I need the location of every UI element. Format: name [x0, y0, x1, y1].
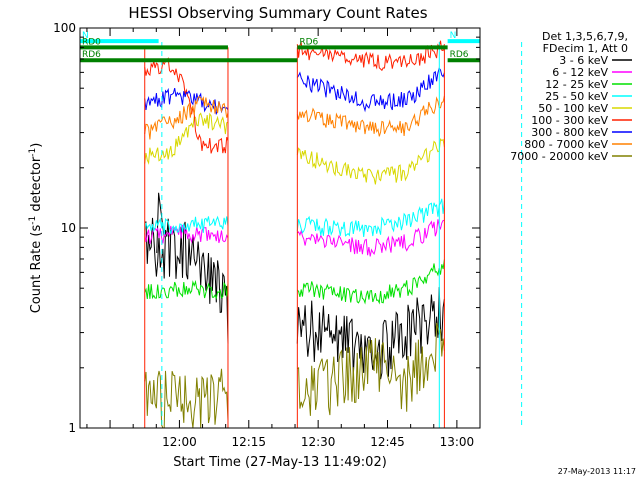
series-7000-20000-kev	[144, 322, 445, 429]
legend-entry: 3 - 6 keV	[559, 54, 632, 67]
chart-title: HESSI Observing Summary Count Rates	[128, 4, 427, 22]
series-trace	[144, 112, 445, 185]
series-25-50-kev	[144, 198, 445, 237]
legend-entry: 6 - 12 keV	[552, 66, 632, 79]
legend-entry: 100 - 300 keV	[531, 114, 632, 127]
legend-label: 6 - 12 keV	[552, 66, 608, 79]
legend-label: 3 - 6 keV	[559, 54, 608, 67]
series-12-25-kev	[144, 259, 445, 305]
annotation-label: N	[82, 31, 89, 41]
legend-title-line-1: Det 1,3,5,6,7,9,	[542, 30, 628, 43]
x-tick-label: 12:30	[301, 435, 336, 449]
legend-entry: 300 - 800 keV	[531, 126, 632, 139]
annotation-rd6: RD6	[80, 50, 298, 63]
legend-entry: 25 - 50 keV	[545, 90, 632, 103]
series-trace	[144, 95, 445, 140]
x-axis: 12:00 12:15 12:30 12:45 13:00	[86, 28, 481, 449]
series-6-12-kev	[144, 219, 445, 257]
legend-label: 800 - 7000 keV	[524, 138, 608, 151]
legend-label: 25 - 50 keV	[545, 90, 608, 103]
legend-entry: 50 - 100 keV	[538, 102, 632, 115]
footer-timestamp: 27-May-2013 11:17	[558, 467, 636, 476]
x-axis-label: Start Time (27-May-13 11:49:02)	[173, 455, 387, 470]
legend-entry: 7000 - 20000 keV	[510, 150, 632, 163]
x-tick-label: 12:15	[231, 435, 266, 449]
y-axis: 1 10 100	[53, 21, 480, 435]
annotation-rd6: RD6	[447, 50, 480, 63]
series-800-7000-kev	[144, 95, 445, 140]
legend-label: 100 - 300 keV	[531, 114, 608, 127]
y-axis-label: Count Rate (s-1 detector-1)	[28, 143, 44, 314]
annotation-label: RD6	[82, 50, 101, 60]
x-tick-label: 12:45	[370, 435, 405, 449]
series-trace	[144, 198, 445, 237]
x-tick-label: 13:00	[440, 435, 475, 449]
legend-label: 12 - 25 keV	[545, 78, 608, 91]
x-tick-label: 12:00	[162, 435, 197, 449]
annotation-n: N	[80, 31, 159, 44]
legend: Det 1,3,5,6,7,9, FDecim 1, Att 0 3 - 6 k…	[510, 30, 632, 163]
legend-label: 7000 - 20000 keV	[510, 150, 608, 163]
annotation-rd0: RD0	[80, 37, 228, 50]
annotation-label: N	[450, 31, 457, 41]
legend-label: 300 - 800 keV	[531, 126, 608, 139]
series-50-100-kev	[144, 112, 445, 185]
y-tick-label: 10	[61, 221, 76, 235]
series-trace	[144, 259, 445, 305]
series-trace	[144, 322, 445, 429]
annotation-label: RD6	[450, 50, 469, 60]
annotation-n: N	[447, 31, 480, 44]
annotation-label: RD0	[82, 37, 101, 47]
legend-label: 50 - 100 keV	[538, 102, 608, 115]
legend-title-line-2: FDecim 1, Att 0	[543, 42, 628, 55]
annotation-label: RD6	[299, 37, 318, 47]
y-tick-label: 100	[53, 21, 76, 35]
legend-entry: 800 - 7000 keV	[524, 138, 632, 151]
legend-entry: 12 - 25 keV	[545, 78, 632, 91]
series-trace	[144, 219, 445, 257]
annotation-rd6: RD6	[297, 37, 448, 50]
y-tick-label: 1	[68, 421, 76, 435]
